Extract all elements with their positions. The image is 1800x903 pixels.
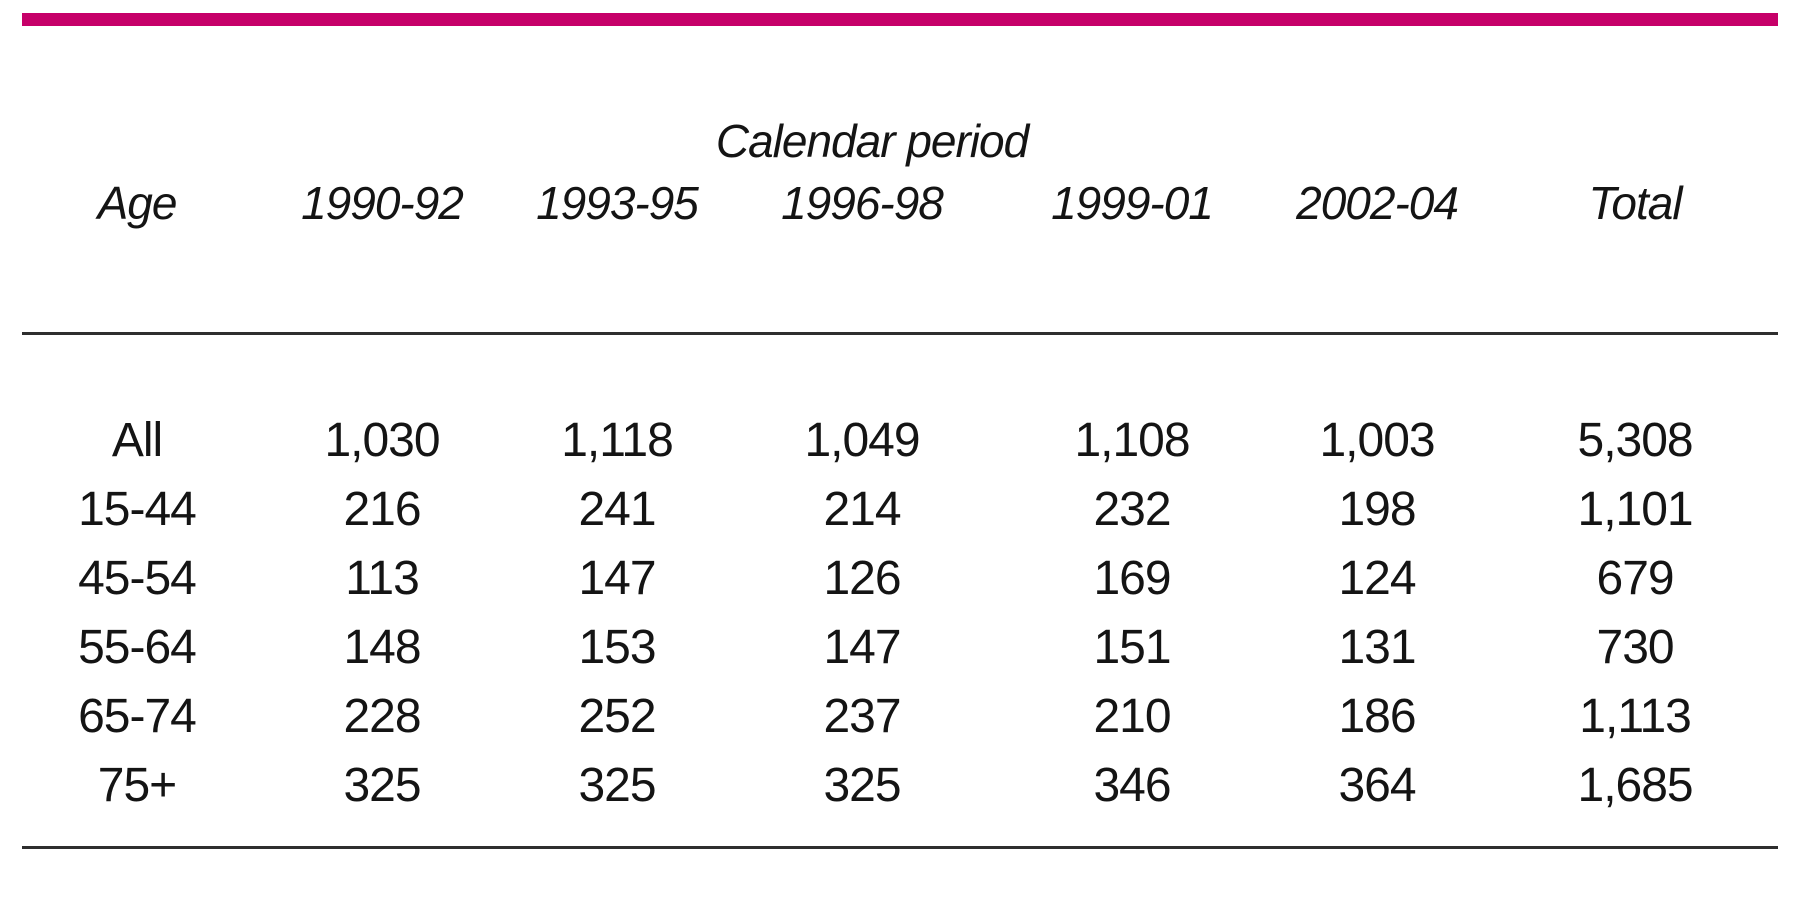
column-header-period-3: 1996-98 bbox=[722, 169, 1002, 335]
table-cell: 364 bbox=[1338, 759, 1416, 813]
table-row-all: All 1,030 1,118 1,049 1,108 1,003 5,308 bbox=[22, 407, 1778, 476]
row-label: 65-74 bbox=[78, 690, 197, 744]
table-cell: 198 bbox=[1338, 483, 1416, 537]
column-header-total: Total bbox=[1492, 169, 1779, 335]
column-header-row: Age 1990-92 1993-95 1996-98 1999-01 2002… bbox=[22, 169, 1779, 335]
row-label: 15-44 bbox=[78, 483, 197, 537]
column-header-period-2: 1993-95 bbox=[512, 169, 722, 335]
row-label: 45-54 bbox=[78, 552, 197, 606]
table-row-75plus: 75+ 325 325 325 346 364 1,685 bbox=[22, 752, 1778, 821]
table-cell: 214 bbox=[823, 483, 901, 537]
table-cell-total: 679 bbox=[1596, 552, 1675, 606]
table-row-45-54: 45-54 113 147 126 169 124 679 bbox=[22, 545, 1778, 614]
table-cell-total: 1,101 bbox=[1577, 483, 1694, 537]
column-header-period-1: 1990-92 bbox=[252, 169, 512, 335]
table-cell: 151 bbox=[1093, 621, 1171, 675]
bottom-rule bbox=[22, 821, 1779, 849]
table-cell: 124 bbox=[1338, 552, 1416, 606]
column-header-period-4: 1999-01 bbox=[1002, 169, 1262, 335]
table-cell: 252 bbox=[578, 690, 656, 744]
table-cell-total: 5,308 bbox=[1577, 414, 1694, 468]
column-header-age: Age bbox=[22, 169, 252, 335]
group-header-empty-cell bbox=[1492, 0, 1778, 169]
table-cell: 346 bbox=[1093, 759, 1171, 813]
column-header-period-5: 2002-04 bbox=[1262, 169, 1493, 335]
table-cell: 216 bbox=[343, 483, 421, 537]
bottom-rule-row bbox=[22, 821, 1779, 849]
table-cell: 237 bbox=[823, 690, 901, 744]
table-cell: 1,003 bbox=[1319, 414, 1435, 468]
row-label: 55-64 bbox=[78, 621, 197, 675]
group-header-empty-cell bbox=[22, 0, 252, 169]
table-row-55-64: 55-64 148 153 147 151 131 730 bbox=[22, 614, 1778, 683]
table-cell-total: 1,113 bbox=[1579, 690, 1692, 744]
table-cell: 153 bbox=[578, 621, 656, 675]
table-cell: 113 bbox=[345, 552, 420, 606]
journal-accent-bar bbox=[22, 13, 1778, 26]
table-row-15-44: 15-44 216 241 214 232 198 1,101 bbox=[22, 476, 1778, 545]
table-cell-total: 1,685 bbox=[1577, 759, 1694, 813]
group-header-row: Calendar period bbox=[22, 0, 1778, 169]
table-cell: 148 bbox=[343, 621, 421, 675]
incidence-table: Calendar period Age 1990-92 1993-95 1996… bbox=[22, 0, 1779, 849]
spacer-cell bbox=[22, 334, 1778, 408]
table-cell: 147 bbox=[823, 621, 901, 675]
table-cell: 210 bbox=[1093, 690, 1171, 744]
spacer-row bbox=[22, 334, 1778, 408]
table-cell: 325 bbox=[578, 759, 656, 813]
row-label: All bbox=[111, 414, 163, 468]
table-cell: 147 bbox=[578, 552, 656, 606]
table-cell: 169 bbox=[1093, 552, 1171, 606]
table-cell: 232 bbox=[1093, 483, 1171, 537]
incidence-table-container: Calendar period Age 1990-92 1993-95 1996… bbox=[22, 0, 1779, 849]
table-cell: 241 bbox=[578, 483, 656, 537]
table-cell: 126 bbox=[823, 552, 901, 606]
table-cell: 228 bbox=[343, 690, 421, 744]
table-cell: 1,049 bbox=[804, 414, 920, 468]
table-cell: 325 bbox=[823, 759, 901, 813]
table-cell: 1,030 bbox=[324, 414, 440, 468]
table-cell-total: 730 bbox=[1596, 621, 1675, 675]
group-header-label: Calendar period bbox=[715, 114, 1029, 167]
table-cell: 1,118 bbox=[561, 414, 674, 468]
table-row-65-74: 65-74 228 252 237 210 186 1,113 bbox=[22, 683, 1778, 752]
table-cell: 325 bbox=[343, 759, 421, 813]
row-label: 75+ bbox=[97, 759, 177, 813]
table-cell: 131 bbox=[1338, 621, 1416, 675]
table-cell: 1,108 bbox=[1074, 414, 1190, 468]
table-cell: 186 bbox=[1338, 690, 1416, 744]
